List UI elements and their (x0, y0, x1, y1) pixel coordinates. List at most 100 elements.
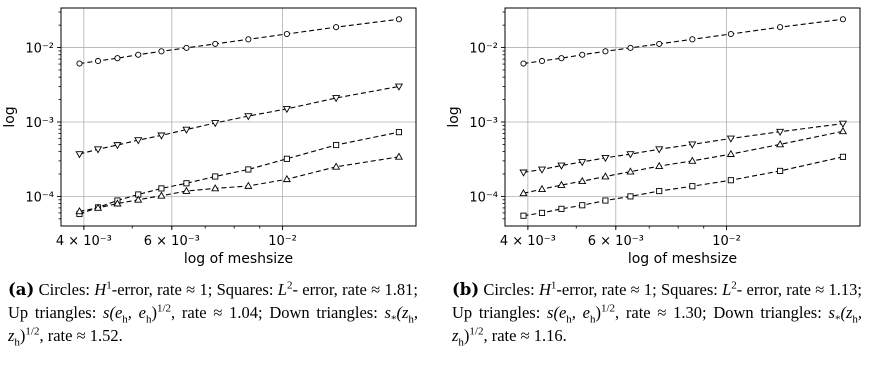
series-line (79, 156, 400, 212)
data-point-triangle-down (244, 113, 253, 121)
data-point-circle (135, 51, 142, 58)
data-point-circle (602, 48, 609, 55)
data-point-triangle-up (601, 172, 610, 180)
data-point-square (689, 183, 696, 190)
data-point-circle (579, 51, 586, 58)
data-point-triangle-up (113, 199, 122, 207)
caption-b-label: (b) (452, 280, 480, 299)
figure-panel-a: 4 × 10⁻³ 6 × 10⁻³ 10⁻² 10⁻⁴ 10⁻³ 10⁻² log of m… (2, 7, 419, 349)
y-axis-label: log (2, 106, 18, 127)
data-point-triangle-down (655, 146, 664, 154)
data-point-square (333, 141, 340, 149)
data-point-triangle-down (157, 132, 166, 140)
data-point-circle (558, 55, 565, 62)
caption-a-text: Circles: (38, 280, 95, 299)
data-point-circle (777, 24, 784, 31)
data-point-square (520, 212, 527, 219)
data-point-circle (212, 40, 219, 47)
data-point-triangle-up (394, 152, 404, 160)
data-point-triangle-up (332, 162, 341, 170)
axes-frame (504, 7, 861, 227)
series-triangle-up (519, 126, 848, 197)
series-line (523, 18, 844, 65)
data-point-triangle-up (776, 140, 785, 148)
x-axis-label: log of meshsize (628, 251, 737, 267)
x-tick-label: 6 × 10⁻³ (588, 234, 644, 249)
data-point-triangle-down (75, 151, 84, 159)
series-line (79, 131, 400, 215)
series-line (79, 18, 400, 65)
data-point-square (283, 155, 290, 162)
data-point-square (212, 173, 219, 180)
series-triangle-up (75, 152, 404, 215)
data-point-triangle-down (537, 166, 547, 174)
data-point-triangle-down (838, 120, 848, 128)
data-point-triangle-up (838, 126, 848, 135)
data-point-triangle-down (211, 120, 220, 128)
data-point-circle (627, 44, 634, 51)
gridlines (61, 8, 416, 226)
data-point-circle (395, 16, 402, 23)
y-tick-label: 10⁻³ (469, 116, 498, 131)
axes-frame (60, 7, 417, 227)
series-triangle-down (75, 83, 404, 159)
data-point-triangle-down (578, 159, 587, 167)
data-point-triangle-down (557, 162, 566, 170)
data-point-square (777, 167, 784, 174)
series-square (520, 153, 846, 219)
data-point-triangle-down (93, 146, 103, 154)
series-line (523, 156, 844, 217)
data-point-circle (689, 36, 696, 43)
data-point-triangle-up (688, 156, 697, 164)
y-tick-label: 10⁻⁴ (25, 190, 54, 205)
data-point-circle (538, 57, 546, 65)
chart-b-svg: 4 × 10⁻³ 6 × 10⁻³ 10⁻² 10⁻⁴ 10⁻³ 10⁻² log of m… (446, 7, 861, 267)
data-point-triangle-up (75, 207, 84, 215)
data-point-circle (114, 55, 121, 62)
caption-b-text: Circles: (483, 280, 539, 299)
series-circle (520, 16, 846, 67)
data-point-square (656, 187, 663, 195)
data-point-circle (520, 60, 527, 67)
caption-a: (a) Circles: H1-error, rate ≈ 1; Squares… (8, 279, 419, 349)
data-point-circle (283, 30, 290, 38)
data-point-triangle-up (182, 186, 191, 194)
data-point-circle (333, 24, 340, 31)
data-point-circle (158, 48, 165, 55)
data-point-triangle-up (578, 176, 587, 185)
gridlines (505, 8, 860, 226)
x-tick-label: 10⁻² (712, 234, 741, 249)
data-point-square (727, 177, 734, 184)
chart-a-svg: 4 × 10⁻³ 6 × 10⁻³ 10⁻² 10⁻⁴ 10⁻³ 10⁻² log of m… (2, 7, 417, 267)
data-point-square (395, 129, 402, 136)
data-point-square (627, 193, 634, 200)
data-point-square (579, 202, 586, 209)
data-point-triangle-down (726, 135, 735, 143)
data-point-square (839, 153, 846, 160)
x-tick-label: 10⁻² (268, 234, 297, 249)
y-axis-label: log (446, 106, 462, 127)
data-point-triangle-down (394, 83, 404, 91)
x-tick-label: 4 × 10⁻³ (56, 234, 112, 249)
data-point-triangle-up (557, 180, 566, 188)
series-triangle-down (519, 120, 848, 177)
figure-panel-b: 4 × 10⁻³ 6 × 10⁻³ 10⁻² 10⁻⁴ 10⁻³ 10⁻² log of m… (444, 0, 888, 379)
data-point-circle (76, 60, 83, 67)
data-point-triangle-down (134, 137, 143, 145)
y-tick-label: 10⁻⁴ (469, 190, 498, 205)
data-point-triangle-up (244, 181, 253, 189)
data-point-triangle-down (519, 169, 528, 177)
data-point-triangle-down (601, 154, 610, 163)
data-point-triangle-down (282, 106, 291, 114)
data-point-triangle-down (332, 95, 341, 103)
caption-a-label: (a) (8, 280, 35, 299)
data-point-square (158, 185, 165, 192)
x-tick-label: 6 × 10⁻³ (144, 234, 200, 249)
data-point-square (602, 197, 609, 204)
data-point-circle (245, 36, 252, 43)
series-line (79, 85, 400, 155)
data-point-triangle-up (282, 174, 291, 183)
data-point-circle (94, 57, 102, 65)
data-point-square (245, 166, 252, 173)
data-point-triangle-up (157, 191, 166, 199)
